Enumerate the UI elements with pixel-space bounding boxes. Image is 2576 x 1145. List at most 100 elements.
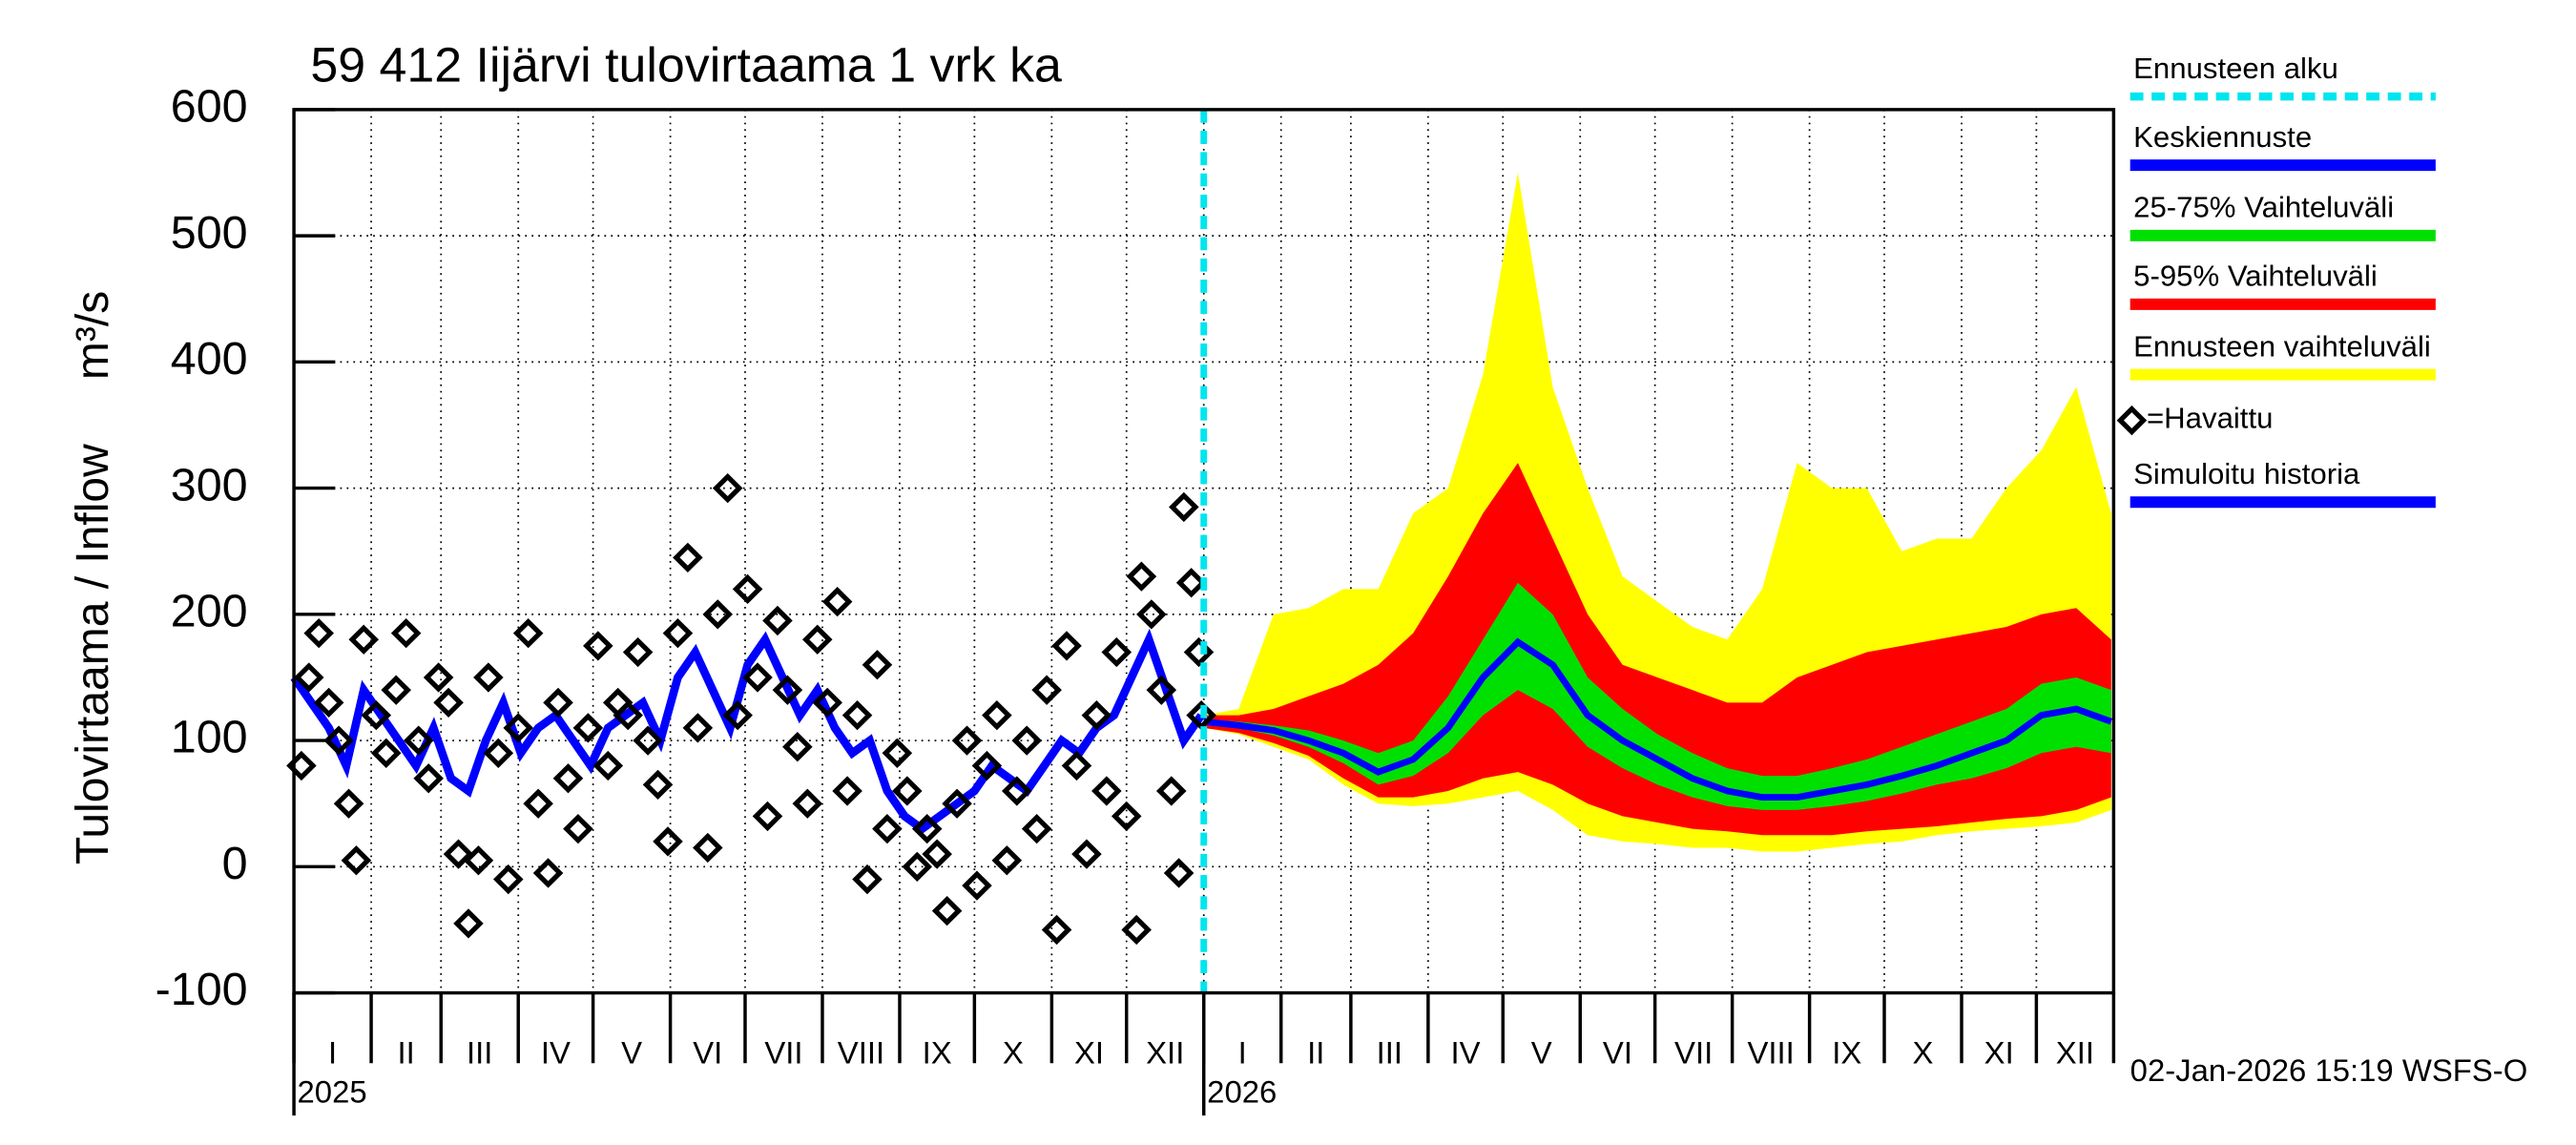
footer: 02-Jan-2026 15:19 WSFS-O <box>2130 1052 2528 1088</box>
observed-point <box>832 776 862 806</box>
y-axis-label: Tulovirtaama / Inflow <box>67 444 118 864</box>
month-label: X <box>1003 1034 1024 1070</box>
y-tick-label: 0 <box>222 838 248 889</box>
observed-point <box>443 839 474 869</box>
observed-point <box>503 713 534 743</box>
observed-point <box>662 618 694 649</box>
y-tick-label: 200 <box>171 586 248 637</box>
observed-point <box>742 662 773 693</box>
observed-point <box>532 858 564 888</box>
observed-point <box>1146 675 1177 705</box>
observed-point <box>821 586 853 617</box>
observed-point <box>862 650 893 680</box>
month-label: VI <box>693 1034 722 1070</box>
observed-point <box>403 725 434 756</box>
observed-point <box>971 750 1003 781</box>
y-tick-label: 500 <box>171 207 248 259</box>
plot-area <box>286 108 2116 1116</box>
observed-point <box>1091 776 1122 806</box>
observed-point <box>583 631 613 661</box>
observed-point <box>902 851 933 882</box>
month-label: III <box>1377 1034 1402 1070</box>
observed-point <box>782 732 813 762</box>
month-label: XI <box>1984 1034 2014 1070</box>
month-label: XI <box>1074 1034 1104 1070</box>
legend-label: Simuloitu historia <box>2133 457 2360 490</box>
observed-point <box>1121 914 1152 946</box>
observed-point <box>1021 814 1052 844</box>
observed-point <box>381 675 411 705</box>
legend-label: 25-75% Vaihteluväli <box>2133 191 2394 224</box>
observed-point <box>852 864 883 895</box>
month-label: XII <box>1146 1034 1184 1070</box>
month-label: VIII <box>838 1034 884 1070</box>
observed-point <box>473 662 504 693</box>
observed-point <box>911 814 943 844</box>
legend-marker <box>2116 405 2148 436</box>
observed-point <box>762 605 793 636</box>
month-label: IV <box>1451 1034 1481 1070</box>
observed-point <box>1041 914 1072 946</box>
observed-point <box>682 713 714 743</box>
month-label: IX <box>923 1034 952 1070</box>
observed-point <box>653 826 683 857</box>
observed-point <box>543 687 573 718</box>
month-label: VIII <box>1747 1034 1794 1070</box>
observed-point <box>303 618 334 649</box>
observed-point <box>792 788 823 819</box>
observed-point <box>1011 725 1043 756</box>
observed-point <box>552 763 584 794</box>
plot-frame <box>292 108 2116 995</box>
y-tick-label: -100 <box>156 964 248 1015</box>
median-line <box>1203 637 2112 802</box>
observed-point <box>1111 801 1142 832</box>
y-tick-label: 300 <box>171 459 248 510</box>
observed-point <box>613 699 643 731</box>
observed-point <box>492 864 524 895</box>
observed-point <box>633 725 663 756</box>
month-label: V <box>1531 1034 1552 1070</box>
observed-point <box>323 725 354 756</box>
observed-point <box>512 618 544 649</box>
observed-point <box>1001 776 1032 806</box>
observed-point <box>812 687 842 718</box>
observed-point <box>732 573 763 605</box>
y-tick-label: 400 <box>171 333 248 385</box>
observed-point <box>333 788 364 819</box>
observed-point <box>931 895 963 926</box>
observed-point <box>693 832 723 864</box>
observed-point <box>483 738 514 768</box>
observed-point <box>982 699 1012 731</box>
observed-point <box>1169 491 1199 523</box>
observed-point <box>370 738 402 768</box>
observed-point <box>752 801 783 832</box>
forecast-band <box>1203 582 2111 810</box>
observed-point <box>592 750 624 781</box>
observed-point <box>722 699 753 731</box>
month-label: VII <box>764 1034 802 1070</box>
year-label: 2026 <box>1207 1074 1277 1110</box>
observed-point <box>1126 561 1157 592</box>
observed-point <box>712 472 743 504</box>
y-axis-unit: m³/s <box>67 291 118 380</box>
observed-point <box>1136 599 1167 630</box>
legend-label: 5-95% Vaihteluväli <box>2133 260 2378 293</box>
observed-point <box>293 662 324 693</box>
observed-point <box>463 845 494 876</box>
month-label: II <box>398 1034 415 1070</box>
observed-point <box>942 788 972 819</box>
legend-label: Ennusteen alku <box>2133 52 2338 85</box>
simulated-line <box>290 628 1205 834</box>
month-label: VI <box>1603 1034 1632 1070</box>
month-label: X <box>1913 1034 1934 1070</box>
observed-point <box>962 870 992 901</box>
legend-label: =Havaittu <box>2147 402 2273 435</box>
observed-point <box>433 687 464 718</box>
observed-point <box>841 699 873 731</box>
month-label: XII <box>2056 1034 2094 1070</box>
chart-title: 59 412 Iijärvi tulovirtaama 1 vrk ka <box>310 37 1062 93</box>
observed-point <box>523 788 553 819</box>
